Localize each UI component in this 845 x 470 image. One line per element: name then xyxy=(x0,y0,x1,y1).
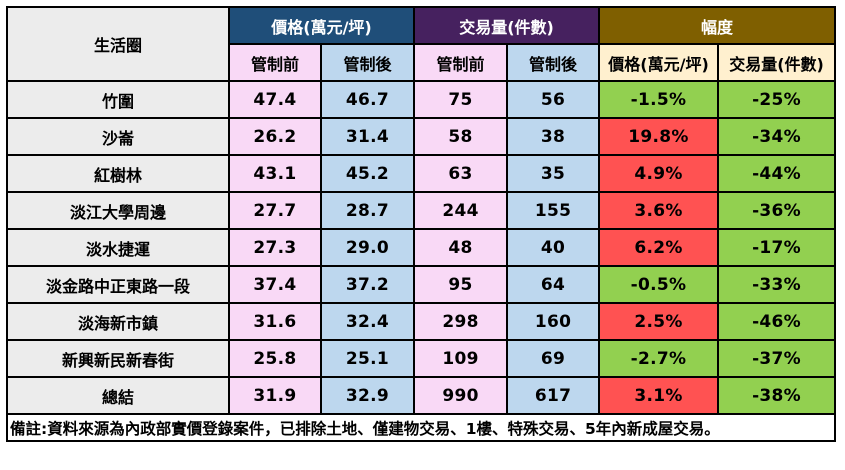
price-after-cell: 25.1 xyxy=(319,339,416,378)
area-cell: 淡海新市鎮 xyxy=(6,302,230,341)
price-before-cell: 27.7 xyxy=(228,191,322,230)
price-change-header: 價格(萬元/坪) xyxy=(598,43,720,82)
volume-before-cell: 75 xyxy=(413,80,509,119)
volume-change-cell: -34% xyxy=(717,117,837,156)
volume-change-cell: -25% xyxy=(717,80,837,119)
volume-change-cell: -36% xyxy=(717,191,837,230)
price-change-cell: 3.1% xyxy=(598,376,720,415)
table-row: 竹圍 47.4 46.7 75 56 -1.5% -25% xyxy=(6,80,837,119)
volume-after-header: 管制後 xyxy=(506,43,601,82)
housing-control-table: 生活圈 價格(萬元/坪) 交易量(件數) 幅度 管制前 管制後 管制前 管制後 … xyxy=(5,6,837,442)
price-after-cell: 29.0 xyxy=(319,228,416,267)
table-row: 沙崙 26.2 31.4 58 38 19.8% -34% xyxy=(6,117,837,156)
volume-after-cell: 617 xyxy=(506,376,601,415)
volume-before-cell: 95 xyxy=(413,265,509,304)
volume-before-cell: 63 xyxy=(413,154,509,193)
volume-before-cell: 48 xyxy=(413,228,509,267)
table-row-summary: 總結 31.9 32.9 990 617 3.1% -38% xyxy=(6,376,837,415)
table-row: 新興新民新春街 25.8 25.1 109 69 -2.7% -37% xyxy=(6,339,837,378)
price-before-cell: 47.4 xyxy=(228,80,322,119)
price-before-header: 管制前 xyxy=(228,43,322,82)
price-after-cell: 31.4 xyxy=(319,117,416,156)
volume-before-cell: 298 xyxy=(413,302,509,341)
table-row: 淡海新市鎮 31.6 32.4 298 160 2.5% -46% xyxy=(6,302,837,341)
table-row: 紅樹林 43.1 45.2 63 35 4.9% -44% xyxy=(6,154,837,193)
area-column-header: 生活圈 xyxy=(6,6,230,82)
price-after-cell: 32.4 xyxy=(319,302,416,341)
price-change-cell: 6.2% xyxy=(598,228,720,267)
volume-change-cell: -44% xyxy=(717,154,837,193)
volume-after-cell: 155 xyxy=(506,191,601,230)
volume-after-cell: 35 xyxy=(506,154,601,193)
volume-before-header: 管制前 xyxy=(413,43,509,82)
volume-change-cell: -17% xyxy=(717,228,837,267)
table-row: 淡金路中正東路一段 37.4 37.2 95 64 -0.5% -33% xyxy=(6,265,837,304)
price-before-cell: 31.9 xyxy=(228,376,322,415)
price-before-cell: 37.4 xyxy=(228,265,322,304)
volume-before-cell: 990 xyxy=(413,376,509,415)
price-after-cell: 46.7 xyxy=(319,80,416,119)
price-after-cell: 37.2 xyxy=(319,265,416,304)
price-after-cell: 32.9 xyxy=(319,376,416,415)
price-before-cell: 27.3 xyxy=(228,228,322,267)
price-after-cell: 45.2 xyxy=(319,154,416,193)
volume-after-cell: 56 xyxy=(506,80,601,119)
price-change-cell: -0.5% xyxy=(598,265,720,304)
housing-control-table-container: 生活圈 價格(萬元/坪) 交易量(件數) 幅度 管制前 管制後 管制前 管制後 … xyxy=(5,6,837,442)
volume-after-cell: 69 xyxy=(506,339,601,378)
price-after-cell: 28.7 xyxy=(319,191,416,230)
area-cell: 總結 xyxy=(6,376,230,415)
note-row: 備註:資料來源為內政部實價登錄案件，已排除土地、僅建物交易、1樓、特殊交易、5年… xyxy=(5,413,837,442)
volume-change-cell: -38% xyxy=(717,376,837,415)
volume-change-cell: -46% xyxy=(717,302,837,341)
volume-after-cell: 64 xyxy=(506,265,601,304)
area-cell: 淡江大學周邊 xyxy=(6,191,230,230)
volume-before-cell: 109 xyxy=(413,339,509,378)
volume-change-cell: -37% xyxy=(717,339,837,378)
area-cell: 竹圍 xyxy=(6,80,230,119)
area-cell: 紅樹林 xyxy=(6,154,230,193)
volume-change-header: 交易量(件數) xyxy=(717,43,837,82)
source-note: 備註:資料來源為內政部實價登錄案件，已排除土地、僅建物交易、1樓、特殊交易、5年… xyxy=(5,413,837,442)
price-after-header: 管制後 xyxy=(319,43,416,82)
volume-change-cell: -33% xyxy=(717,265,837,304)
volume-after-cell: 40 xyxy=(506,228,601,267)
volume-before-cell: 58 xyxy=(413,117,509,156)
price-group-header: 價格(萬元/坪) xyxy=(227,6,416,45)
volume-group-header: 交易量(件數) xyxy=(413,6,601,45)
area-cell: 淡金路中正東路一段 xyxy=(6,265,230,304)
price-before-cell: 26.2 xyxy=(228,117,322,156)
area-cell: 淡水捷運 xyxy=(6,228,230,267)
price-before-cell: 25.8 xyxy=(228,339,322,378)
price-change-cell: 2.5% xyxy=(598,302,720,341)
price-change-cell: 19.8% xyxy=(598,117,720,156)
price-before-cell: 31.6 xyxy=(228,302,322,341)
price-before-cell: 43.1 xyxy=(228,154,322,193)
area-cell: 沙崙 xyxy=(6,117,230,156)
volume-after-cell: 38 xyxy=(506,117,601,156)
price-change-cell: -1.5% xyxy=(598,80,720,119)
volume-before-cell: 244 xyxy=(413,191,509,230)
area-cell: 新興新民新春街 xyxy=(6,339,230,378)
price-change-cell: 4.9% xyxy=(598,154,720,193)
table-row: 淡水捷運 27.3 29.0 48 40 6.2% -17% xyxy=(6,228,837,267)
price-change-cell: 3.6% xyxy=(598,191,720,230)
table-row: 淡江大學周邊 27.7 28.7 244 155 3.6% -36% xyxy=(6,191,837,230)
price-change-cell: -2.7% xyxy=(598,339,720,378)
volume-after-cell: 160 xyxy=(506,302,601,341)
change-group-header: 幅度 xyxy=(598,6,837,45)
